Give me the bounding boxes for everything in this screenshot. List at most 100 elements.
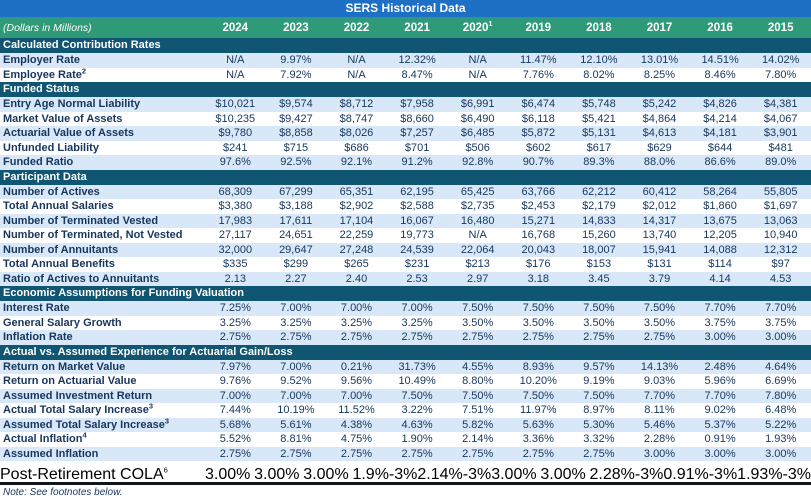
- data-cell: 55,805: [763, 185, 798, 198]
- data-cell: 3.36%: [522, 433, 554, 445]
- table-row: Number of Terminated Vested 17,983 17,611 1…: [0, 213, 811, 228]
- data-cell: 2.75%: [462, 331, 494, 343]
- data-cell: 3.00%: [205, 466, 251, 483]
- data-cell: 97.6%: [219, 156, 251, 168]
- data-cell: 7.00%: [340, 302, 373, 314]
- data-cell: 8.47%: [401, 68, 433, 81]
- data-cell: 22,064: [460, 243, 495, 256]
- row-label-text: Return on Market Value: [3, 360, 126, 373]
- data-cell: 9.57%: [583, 360, 615, 373]
- row-label: General Salary Growth: [0, 316, 205, 331]
- table-row: Total Annual Salaries $3,380 $3,188 $2,902 $…: [0, 199, 811, 214]
- data-cell: 14.13%: [640, 360, 679, 373]
- data-cell: 5.82%: [462, 418, 494, 431]
- data-cell: 2.40: [345, 272, 368, 285]
- data-cell: 3.32%: [583, 433, 615, 445]
- data-cell: 7.50%: [583, 389, 615, 402]
- table-row: Entry Age Normal Liability $10,021 $9,574 $…: [0, 97, 811, 112]
- row-label: Number of Annuitants: [0, 243, 205, 258]
- data-cell: 7.51%: [462, 404, 494, 416]
- data-cell: $9,427: [279, 112, 313, 125]
- data-cell: 14,317: [642, 214, 677, 227]
- data-cell: 2.28%-3%: [589, 466, 664, 483]
- row-label: Total Annual Salaries: [0, 199, 205, 214]
- data-cell: 3.00%: [254, 466, 300, 483]
- year-header-2016-text: 2016: [707, 21, 733, 34]
- data-cell: $241: [223, 141, 248, 154]
- data-cell: $617: [586, 141, 612, 154]
- data-cell: N/A: [468, 229, 487, 241]
- data-cell: $2,012: [642, 200, 677, 212]
- data-cell: $7,958: [400, 98, 434, 110]
- data-cell: 65,351: [339, 185, 374, 198]
- footnote-reference: Note: See footnotes below.: [0, 485, 811, 503]
- data-cell: 5.63%: [522, 418, 554, 431]
- section-heading: Participant Data: [0, 169, 811, 185]
- table-row: Actuarial Value of Assets $9,780 $8,858 $8,…: [0, 126, 811, 141]
- data-cell: 9.03%: [643, 375, 676, 387]
- post-retirement-cola-row: Post-Retirement COLA6 3.00% 3.00% 3.00% 1.9%…: [0, 466, 811, 483]
- data-cell: 8.25%: [643, 68, 676, 81]
- data-cell: 10.49%: [398, 375, 436, 387]
- data-cell: 24,539: [400, 243, 434, 256]
- row-label-text: Inflation Rate: [3, 331, 73, 343]
- data-cell: 2.28%: [643, 433, 676, 445]
- data-cell: 8.81%: [280, 433, 312, 445]
- data-cell: 2.75%: [280, 447, 312, 460]
- data-cell: 7.80%: [765, 68, 797, 81]
- data-cell: 7.50%: [522, 389, 554, 402]
- data-cell: $153: [586, 258, 612, 270]
- table-row: Assumed Investment Return 7.00% 7.00% 7.00%…: [0, 388, 811, 403]
- section-heading: Economic Assumptions for Funding Valuati…: [0, 286, 811, 301]
- data-cell: 7.25%: [219, 302, 251, 314]
- data-cell: $506: [465, 141, 490, 154]
- data-cell: N/A: [347, 54, 366, 66]
- row-label-text: Market Value of Assets: [3, 112, 123, 125]
- data-cell: 0.21%: [340, 360, 373, 373]
- data-cell: $4,864: [642, 112, 677, 125]
- data-cell: 4.14: [709, 272, 731, 285]
- data-cell: 24,651: [279, 229, 313, 241]
- data-cell: 2.75%: [280, 331, 312, 343]
- data-cell: $4,214: [703, 112, 737, 125]
- data-cell: $8,858: [279, 127, 313, 139]
- section-heading: Funded Status: [0, 82, 811, 97]
- data-cell: 3.00%: [704, 331, 736, 343]
- row-label-footnote-sup: 2: [81, 67, 87, 75]
- data-cell: 11.47%: [520, 54, 557, 66]
- data-cell: 7.00%: [280, 389, 312, 402]
- data-cell: 7.50%: [401, 389, 433, 402]
- data-cell: 8.80%: [462, 375, 494, 387]
- spacer-row: [0, 461, 811, 467]
- data-cell: $715: [283, 141, 309, 154]
- bottom-rule: [0, 482, 811, 485]
- table-row: Return on Actuarial Value 9.76% 9.52% 9.56%…: [0, 374, 811, 389]
- data-cell: 5.30%: [583, 418, 615, 431]
- data-cell: 15,271: [521, 214, 556, 227]
- data-cell: $6,490: [460, 112, 495, 125]
- data-cell: 27,117: [218, 229, 252, 241]
- row-label: Actual Inflation4: [0, 432, 205, 447]
- data-cell: 58,264: [703, 185, 737, 198]
- year-header-2017-text: 2017: [646, 21, 673, 34]
- row-label: Funded Ratio: [0, 155, 205, 170]
- report-title: SERS Historical Data: [0, 0, 811, 17]
- row-label-text: Assumed Total Salary Increase: [3, 418, 165, 431]
- data-cell: 7.00%: [219, 389, 251, 402]
- row-label: Actuarial Value of Assets: [0, 126, 205, 141]
- data-cell: $4,613: [642, 127, 677, 139]
- row-label: Post-Retirement COLA6: [0, 466, 205, 482]
- data-cell: 29,647: [279, 243, 313, 256]
- year-header-2015: 2015: [750, 22, 811, 34]
- data-cell: $2,179: [582, 200, 616, 212]
- data-cell: $3,901: [763, 127, 798, 139]
- data-cell: 7.50%: [522, 302, 554, 314]
- data-cell: 14.51%: [701, 54, 739, 66]
- data-cell: 7.50%: [583, 302, 615, 314]
- data-cell: 7.50%: [462, 302, 494, 314]
- data-cell: 3.25%: [401, 316, 433, 329]
- year-header-2024: 2024: [205, 22, 266, 34]
- row-label-text: Funded Ratio: [3, 156, 74, 168]
- data-cell: 0.91%: [704, 433, 736, 445]
- data-cell: 86.6%: [704, 156, 736, 168]
